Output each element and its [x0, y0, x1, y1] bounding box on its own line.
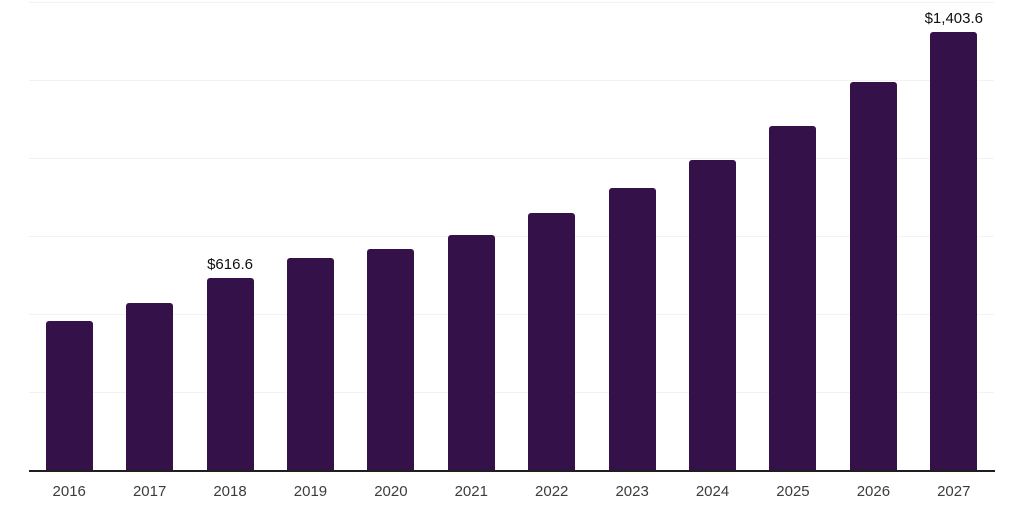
gridline-1000: [29, 158, 994, 159]
value-label-2018: $616.6: [207, 255, 253, 273]
x-tick-2023: 2023: [615, 483, 649, 500]
gridline-250: [29, 392, 994, 393]
x-tick-2017: 2017: [132, 483, 167, 500]
bar-2027: [930, 32, 978, 470]
x-tick-2024: 2024: [695, 483, 730, 500]
bar-2022: [528, 213, 576, 470]
x-tick-2016: 2016: [52, 483, 86, 500]
bar-2023: [608, 188, 656, 470]
bar-2016: [45, 321, 93, 470]
bar-2026: [849, 81, 897, 470]
bar-2017: [126, 303, 174, 470]
gridline-750: [29, 236, 994, 237]
x-tick-2018: 2018: [213, 483, 247, 500]
x-tick-2022: 2022: [535, 483, 569, 500]
bar-2019: [286, 258, 334, 470]
x-tick-2027: 2027: [937, 483, 971, 500]
x-tick-2026: 2026: [856, 483, 891, 500]
x-tick-2019: 2019: [293, 483, 328, 500]
gridline-500: [29, 314, 994, 315]
bar-2024: [689, 160, 737, 470]
bar-2020: [367, 249, 415, 470]
plot-area: $616.6 $1,403.6: [29, 2, 994, 470]
x-tick-2021: 2021: [454, 483, 488, 500]
gridline-1250: [29, 80, 994, 81]
bar-2018: [206, 277, 254, 470]
value-label-2027: $1,403.6: [924, 10, 983, 28]
x-axis-tick-labels: 2016 2017 2018 2019 2020 2021 2022 2023 2024 2025…: [29, 483, 994, 506]
bar-2025: [769, 126, 817, 470]
x-tick-2025: 2025: [776, 483, 810, 500]
x-tick-2020: 2020: [374, 483, 408, 500]
gridline-1500: [29, 2, 994, 3]
x-axis-line: [29, 470, 995, 472]
bar-2021: [447, 234, 495, 470]
